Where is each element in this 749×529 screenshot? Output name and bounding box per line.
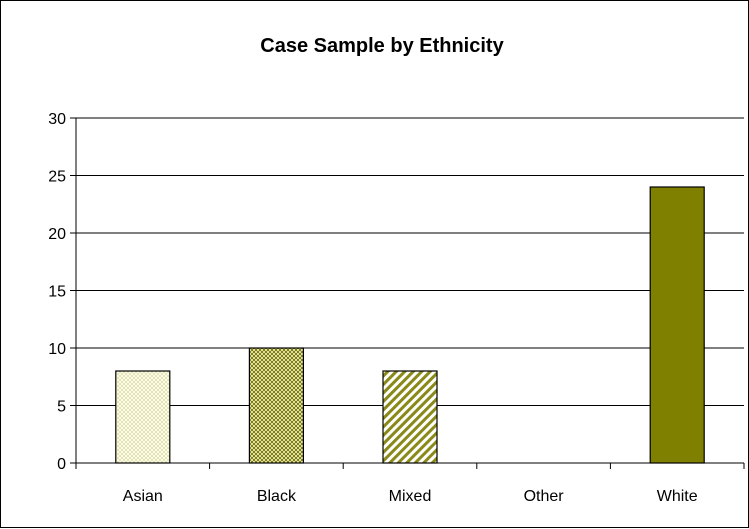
chart-title: Case Sample by Ethnicity [260, 35, 504, 57]
x-tick-label-mixed: Mixed [389, 488, 432, 505]
bar-black [249, 348, 303, 463]
y-tick-label: 30 [48, 111, 66, 128]
x-tick-label-white: White [657, 488, 698, 505]
bars [116, 187, 704, 463]
bar-asian [116, 371, 170, 463]
x-tick-label-other: Other [524, 488, 565, 505]
y-tick-label: 15 [48, 284, 66, 301]
y-tick-label: 0 [57, 456, 66, 473]
bar-mixed [383, 371, 437, 463]
x-tick-label-black: Black [257, 488, 297, 505]
y-tick-label: 10 [48, 341, 66, 358]
bar-white [650, 187, 704, 463]
x-tick-label-asian: Asian [123, 488, 163, 505]
y-tick-label: 5 [57, 399, 66, 416]
y-tick-label: 20 [48, 226, 66, 243]
y-tick-label: 25 [48, 169, 66, 186]
gridlines [76, 118, 744, 406]
